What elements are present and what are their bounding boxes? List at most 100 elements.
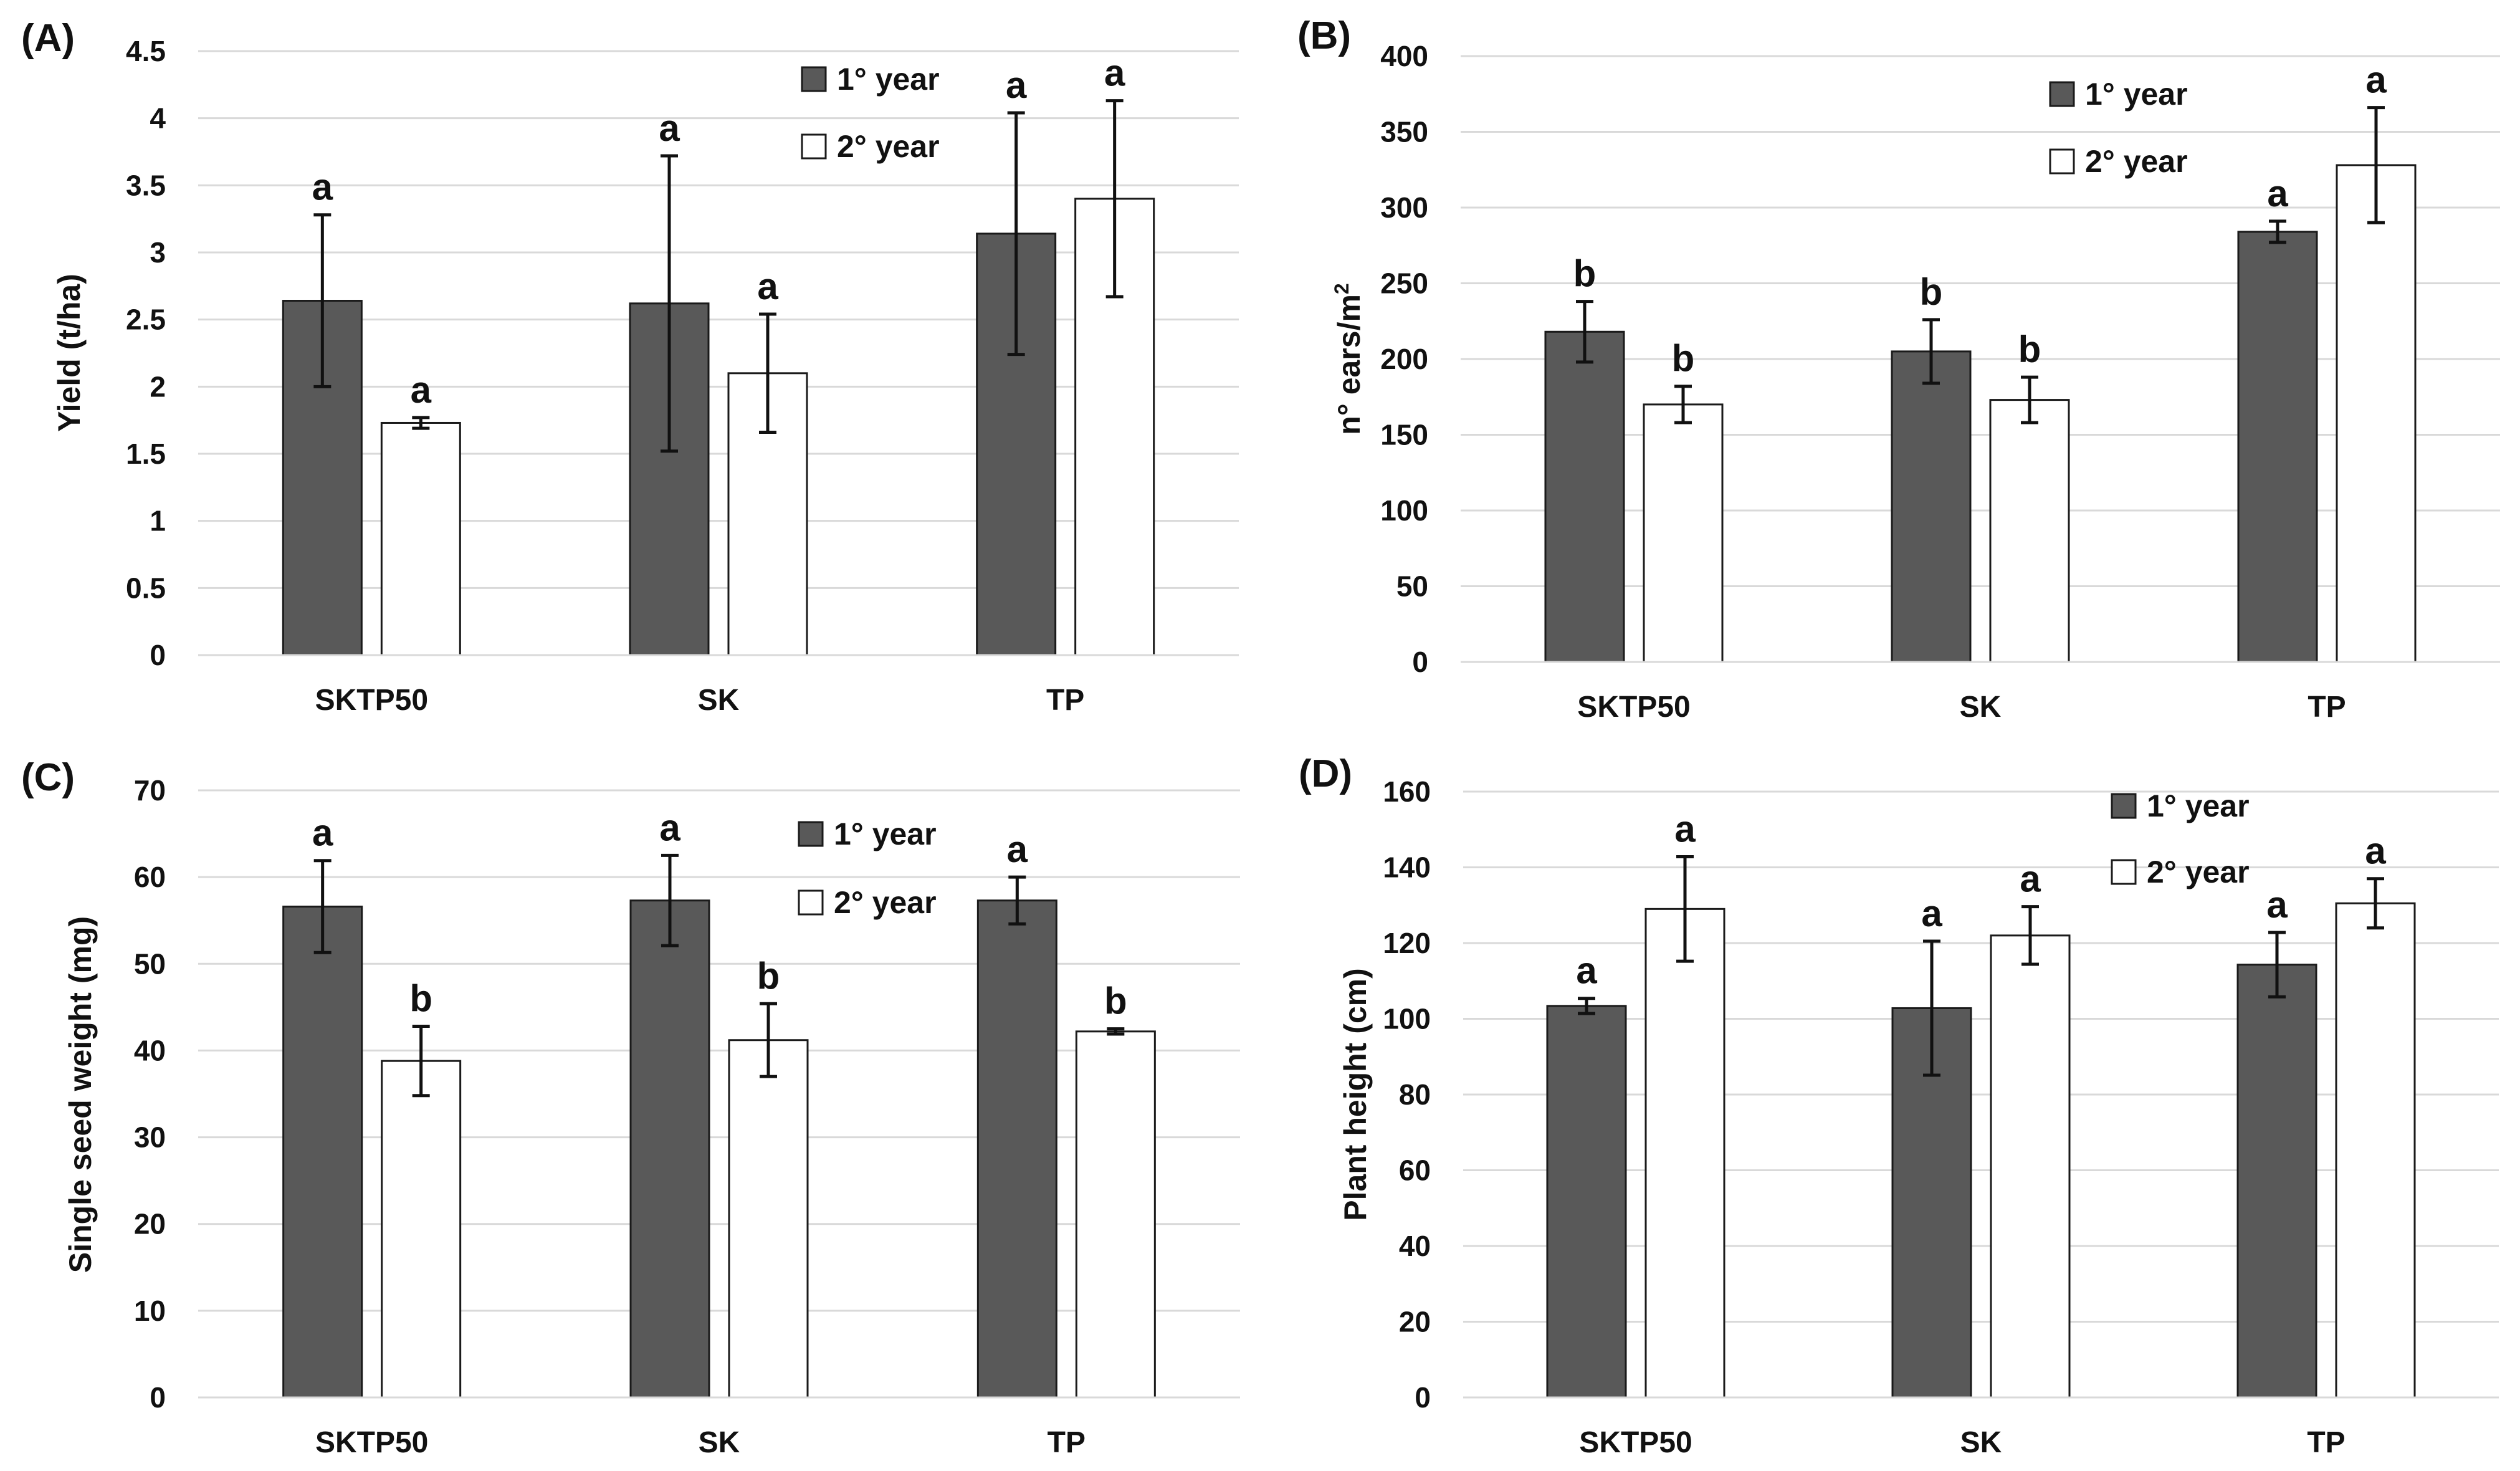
y-tick-label: 1 bbox=[150, 505, 166, 537]
y-tick-label: 10 bbox=[134, 1295, 166, 1327]
y-tick-label: 3.5 bbox=[126, 169, 166, 201]
category-label: TP bbox=[1046, 684, 1084, 717]
legend-label: 1° year bbox=[2147, 788, 2250, 823]
significance-label: b bbox=[2018, 328, 2041, 370]
y-tick-label: 60 bbox=[1399, 1154, 1431, 1187]
y-axis-title: Single seed weight (mg) bbox=[63, 916, 98, 1273]
chart-a-svg: 0 0.5 1 1.5 2 2.5 3 3.5 4 4.5 a a SKTP50 a a SK a a TP Yiel… bbox=[21, 17, 1239, 717]
chart-panel-b: 0 50 100 150 200 250 300 350 400 b b SKTP50 b b SK a a TP… bbox=[1260, 0, 2520, 736]
significance-label: a bbox=[2020, 858, 2041, 900]
significance-label: a bbox=[2365, 830, 2386, 872]
panel-label: (D) bbox=[1299, 752, 1352, 795]
significance-label: a bbox=[1104, 52, 1125, 94]
significance-label: a bbox=[312, 812, 333, 854]
bar-year2 bbox=[380, 421, 461, 656]
significance-label: b bbox=[1104, 980, 1127, 1022]
legend-swatch-year1 bbox=[801, 66, 827, 92]
significance-label: b bbox=[1672, 338, 1695, 380]
significance-label: b bbox=[409, 977, 432, 1019]
y-tick-label: 200 bbox=[1380, 343, 1428, 375]
y-axis-title-superscript: 2 bbox=[1330, 283, 1353, 294]
y-axis-title: n° ears/m2 bbox=[1330, 283, 1367, 434]
bar-year2 bbox=[1643, 403, 1724, 663]
y-tick-label: 20 bbox=[134, 1208, 166, 1240]
significance-label: a bbox=[411, 369, 432, 411]
significance-label: a bbox=[1576, 950, 1597, 992]
category-label: SK bbox=[1960, 691, 2002, 724]
category-label: SK bbox=[698, 684, 740, 717]
y-tick-label: 0 bbox=[150, 1381, 166, 1414]
bar-year1 bbox=[1891, 350, 1972, 663]
significance-label: b bbox=[1920, 271, 1943, 313]
y-tick-label: 2.5 bbox=[126, 304, 166, 336]
y-tick-label: 0 bbox=[1415, 1381, 1431, 1414]
category-label: SK bbox=[1960, 1426, 2002, 1459]
significance-label: a bbox=[312, 166, 333, 208]
bar-year1 bbox=[629, 899, 710, 1399]
significance-label: b bbox=[1573, 253, 1596, 295]
y-tick-label: 3 bbox=[150, 236, 166, 269]
bar-year2 bbox=[1990, 934, 2071, 1399]
significance-label: a bbox=[1006, 64, 1027, 106]
bar-year2 bbox=[728, 1039, 809, 1399]
significance-label: a bbox=[2365, 59, 2387, 101]
significance-label: a bbox=[659, 107, 680, 149]
y-tick-label: 300 bbox=[1380, 191, 1428, 224]
significance-label: a bbox=[2266, 884, 2288, 926]
y-tick-label: 160 bbox=[1383, 775, 1431, 808]
y-tick-label: 120 bbox=[1383, 927, 1431, 959]
legend-swatch-year2 bbox=[801, 133, 827, 160]
y-tick-label: 150 bbox=[1380, 419, 1428, 451]
y-tick-label: 0.5 bbox=[126, 572, 166, 604]
category-label: SK bbox=[699, 1426, 740, 1459]
y-tick-label: 4.5 bbox=[126, 35, 166, 67]
y-tick-label: 1.5 bbox=[126, 438, 166, 470]
legend-swatch-year1 bbox=[2111, 793, 2137, 819]
bar-year1 bbox=[282, 905, 363, 1399]
y-axis-title: Plant height (cm) bbox=[1338, 968, 1373, 1221]
category-label: SKTP50 bbox=[315, 1426, 428, 1459]
bar-year1 bbox=[1544, 330, 1625, 663]
significance-label: b bbox=[757, 955, 780, 997]
chart-panel-c: 0 10 20 30 40 50 60 70 a b SKTP50 a b SK a b TP Single se… bbox=[0, 736, 1260, 1471]
panel-label: (C) bbox=[21, 756, 75, 799]
bar-year2 bbox=[1075, 1030, 1156, 1399]
y-tick-label: 20 bbox=[1399, 1306, 1431, 1338]
y-tick-label: 70 bbox=[134, 774, 166, 807]
y-tick-label: 4 bbox=[150, 102, 166, 135]
category-label: SKTP50 bbox=[315, 684, 428, 717]
bar-year2 bbox=[1989, 399, 2070, 663]
chart-panel-d: 0 20 40 60 80 100 120 140 160 a a SKTP50 a a SK a a TP Pla… bbox=[1260, 736, 2520, 1471]
y-tick-label: 40 bbox=[1399, 1230, 1431, 1262]
legend-label: 2° year bbox=[837, 129, 940, 164]
y-tick-label: 60 bbox=[134, 861, 166, 893]
y-tick-label: 100 bbox=[1380, 494, 1428, 527]
legend-label: 2° year bbox=[2147, 855, 2250, 889]
legend-label: 2° year bbox=[834, 885, 937, 920]
legend-swatch-year2 bbox=[2111, 859, 2137, 885]
panel-label: (B) bbox=[1297, 14, 1351, 57]
significance-label: a bbox=[2267, 173, 2288, 214]
chart-panel-a: 0 0.5 1 1.5 2 2.5 3 3.5 4 4.5 a a SKTP50 a a SK a a TP Yiel… bbox=[0, 0, 1260, 736]
y-tick-label: 0 bbox=[150, 639, 166, 671]
bar-year2 bbox=[2335, 902, 2416, 1399]
y-tick-label: 50 bbox=[1396, 570, 1428, 603]
significance-label: a bbox=[1921, 893, 1942, 934]
y-tick-label: 140 bbox=[1383, 851, 1431, 884]
y-tick-label: 250 bbox=[1380, 267, 1428, 300]
category-label: TP bbox=[2307, 1426, 2345, 1459]
bar-year1 bbox=[2237, 231, 2318, 663]
bar-year2 bbox=[2336, 164, 2417, 663]
legend-swatch-year1 bbox=[798, 821, 824, 847]
bar-year2 bbox=[381, 1060, 462, 1399]
y-tick-label: 350 bbox=[1380, 116, 1428, 148]
legend-swatch-year1 bbox=[2049, 81, 2075, 107]
significance-label: a bbox=[757, 266, 778, 307]
legend-label: 1° year bbox=[837, 62, 940, 97]
y-tick-label: 80 bbox=[1399, 1078, 1431, 1111]
bar-year1 bbox=[1546, 1005, 1627, 1399]
y-tick-label: 50 bbox=[134, 947, 166, 980]
y-tick-label: 400 bbox=[1380, 40, 1428, 72]
category-label: TP bbox=[1048, 1426, 1086, 1459]
legend-swatch-year2 bbox=[2049, 148, 2075, 175]
